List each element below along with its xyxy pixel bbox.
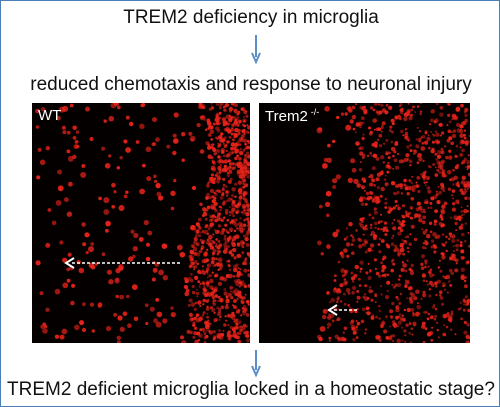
dashed-left-arrow-icon-head bbox=[64, 257, 75, 269]
ko-label-superscript: -/- bbox=[310, 107, 320, 117]
down-arrow-icon bbox=[251, 350, 261, 378]
trem2-ko-micrograph: Trem2 -/- bbox=[259, 103, 470, 343]
ko-cell-field bbox=[316, 103, 470, 343]
wt-micrograph: WT bbox=[32, 103, 250, 343]
dashed-left-arrow-icon-head bbox=[327, 304, 338, 316]
title-text: TREM2 deficiency in microglia bbox=[123, 7, 379, 28]
ko-label-text: Trem2 bbox=[265, 108, 308, 125]
ko-label: Trem2 -/- bbox=[265, 107, 319, 125]
wt-label: WT bbox=[38, 107, 62, 124]
step-chemotaxis-text: reduced chemotaxis and response to neuro… bbox=[30, 74, 472, 95]
down-arrow-icon bbox=[251, 35, 261, 65]
wt-cell-field bbox=[35, 103, 250, 343]
step-homeostatic-text: TREM2 deficient microglia locked in a ho… bbox=[7, 379, 495, 400]
